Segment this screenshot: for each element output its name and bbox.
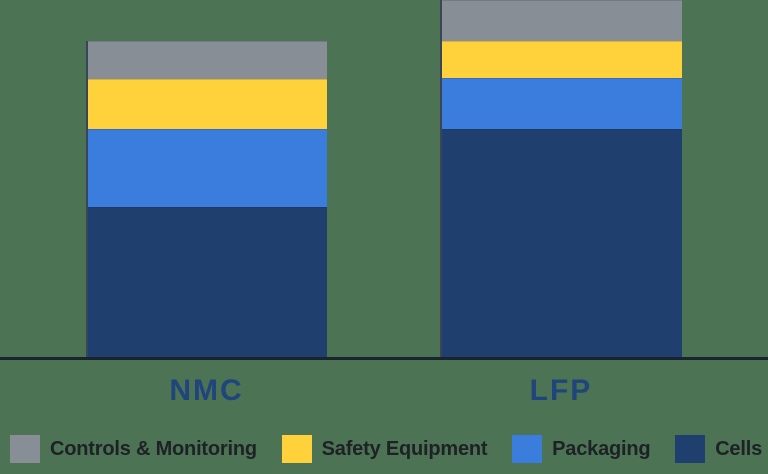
legend-item-packaging: Packaging (512, 435, 651, 463)
bar-nmc (86, 41, 327, 358)
bar-lfp (440, 0, 682, 358)
legend-item-controls-monitoring: Controls & Monitoring (10, 435, 257, 463)
legend: Controls & Monitoring Safety Equipment P… (0, 430, 768, 468)
segment-lfp-safety-equipment (442, 40, 682, 79)
legend-label-safety-equipment: Safety Equipment (321, 437, 488, 460)
legend-item-cells: Cells (675, 435, 762, 463)
segment-lfp-controls-monitoring (442, 0, 682, 41)
segment-nmc-safety-equipment (88, 78, 327, 130)
category-label-nmc: NMC (169, 374, 244, 407)
legend-swatch-packaging (512, 435, 543, 463)
segment-lfp-cells (442, 129, 682, 358)
category-label-lfp: LFP (529, 374, 593, 407)
segment-nmc-cells (88, 207, 327, 358)
chart-plot (86, 0, 682, 358)
segment-lfp-packaging (442, 78, 682, 130)
legend-swatch-safety-equipment (281, 435, 312, 463)
segment-nmc-controls-monitoring (88, 41, 327, 79)
x-axis-line (0, 357, 768, 360)
legend-label-packaging: Packaging (552, 437, 651, 460)
legend-label-cells: Cells (715, 437, 762, 460)
legend-item-safety-equipment: Safety Equipment (281, 435, 488, 463)
legend-swatch-cells (675, 435, 706, 463)
legend-swatch-controls-monitoring (10, 435, 40, 463)
legend-label-controls-monitoring: Controls & Monitoring (50, 437, 257, 460)
segment-nmc-packaging (88, 129, 327, 208)
